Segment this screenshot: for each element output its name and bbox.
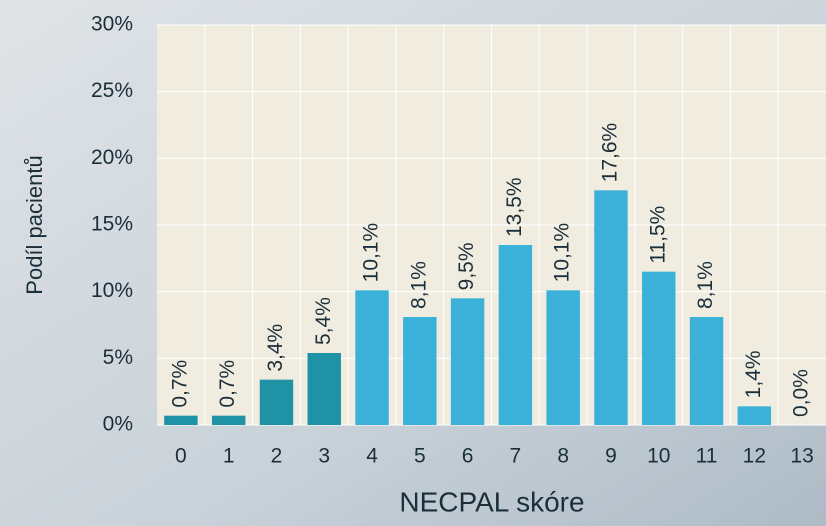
bar bbox=[450, 298, 485, 425]
x-tick-label: 1 bbox=[223, 445, 235, 468]
bar bbox=[403, 317, 437, 425]
data-label: 1,4% bbox=[742, 350, 765, 398]
x-tick-label: 4 bbox=[366, 445, 378, 468]
x-tick-label: 9 bbox=[605, 445, 617, 468]
bar bbox=[689, 317, 724, 425]
x-axis-title: NECPAL skóre bbox=[399, 486, 584, 517]
data-label: 13,5% bbox=[503, 177, 526, 237]
bar bbox=[737, 406, 772, 425]
data-label: 3,4% bbox=[264, 324, 287, 372]
data-label: 17,6% bbox=[599, 123, 622, 183]
data-label: 0,7% bbox=[216, 360, 239, 408]
y-axis-title: Podíl pacientů bbox=[22, 155, 47, 294]
y-tick-label: 5% bbox=[103, 346, 133, 369]
data-label: 5,4% bbox=[312, 297, 335, 345]
y-tick-label: 30% bbox=[91, 13, 133, 36]
bar bbox=[594, 190, 628, 425]
y-tick-label: 20% bbox=[91, 146, 133, 169]
data-label: 11,5% bbox=[646, 206, 669, 264]
x-tick-label: 11 bbox=[696, 445, 718, 468]
data-label: 0,0% bbox=[790, 369, 813, 417]
x-tick-label: 2 bbox=[271, 445, 283, 468]
bar bbox=[307, 353, 341, 425]
y-tick-label: 10% bbox=[91, 279, 133, 302]
y-tick-label: 25% bbox=[91, 79, 133, 102]
x-tick-label: 3 bbox=[318, 445, 330, 468]
data-label: 8,1% bbox=[407, 261, 430, 309]
data-label: 10,1% bbox=[360, 223, 383, 283]
y-tick-label: 0% bbox=[103, 413, 133, 436]
data-label: 8,1% bbox=[694, 261, 717, 309]
data-label: 0,7% bbox=[168, 360, 191, 408]
bar bbox=[642, 271, 676, 425]
data-label: 10,1% bbox=[551, 223, 574, 283]
x-tick-label: 13 bbox=[790, 445, 813, 468]
x-tick-label: 7 bbox=[510, 445, 522, 468]
x-tick-label: 8 bbox=[557, 445, 569, 468]
bar bbox=[211, 415, 246, 425]
x-tick-label: 0 bbox=[175, 445, 187, 468]
x-tick-label: 10 bbox=[647, 445, 670, 468]
x-tick-label: 6 bbox=[462, 445, 474, 468]
bar bbox=[259, 379, 294, 425]
x-tick-label: 12 bbox=[743, 445, 766, 468]
y-tick-label: 15% bbox=[91, 213, 133, 236]
bar bbox=[546, 290, 580, 425]
bar bbox=[355, 290, 389, 425]
data-label: 9,5% bbox=[455, 242, 478, 290]
x-tick-label: 5 bbox=[414, 445, 426, 468]
bar bbox=[498, 245, 533, 425]
bar bbox=[164, 415, 198, 425]
